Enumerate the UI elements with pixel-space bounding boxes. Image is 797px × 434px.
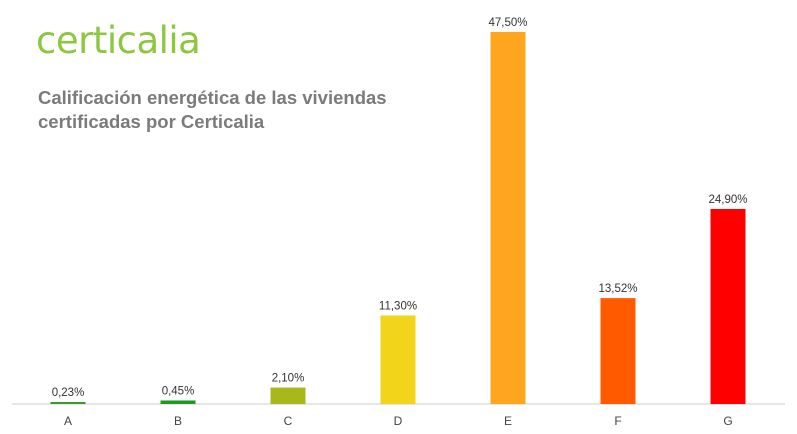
value-label-d: 11,30% <box>379 301 417 313</box>
bar-g <box>710 208 746 404</box>
value-label-e: 47,50% <box>488 17 527 29</box>
category-label-a: A <box>64 414 72 428</box>
category-label-e: E <box>504 414 512 428</box>
certicalia-logo: certicalia <box>36 19 201 62</box>
value-label-f: 13,52% <box>598 283 637 295</box>
bar-e <box>490 32 526 404</box>
bar-c <box>270 387 306 404</box>
chart-title: Calificación energética de las viviendas… <box>38 87 387 132</box>
category-label-b: B <box>174 414 182 428</box>
category-label-f: F <box>614 414 621 428</box>
category-label-d: D <box>394 414 403 428</box>
value-label-g: 24,90% <box>708 194 747 206</box>
value-label-a: 0,23% <box>52 387 85 399</box>
bar-d <box>380 315 416 404</box>
bar-f <box>600 298 636 404</box>
value-label-b: 0,45% <box>162 385 195 397</box>
category-label-c: C <box>284 414 293 428</box>
category-label-g: G <box>723 414 732 428</box>
value-label-c: 2,10% <box>272 373 305 385</box>
bar-b <box>160 400 196 404</box>
bar-a <box>50 402 86 404</box>
